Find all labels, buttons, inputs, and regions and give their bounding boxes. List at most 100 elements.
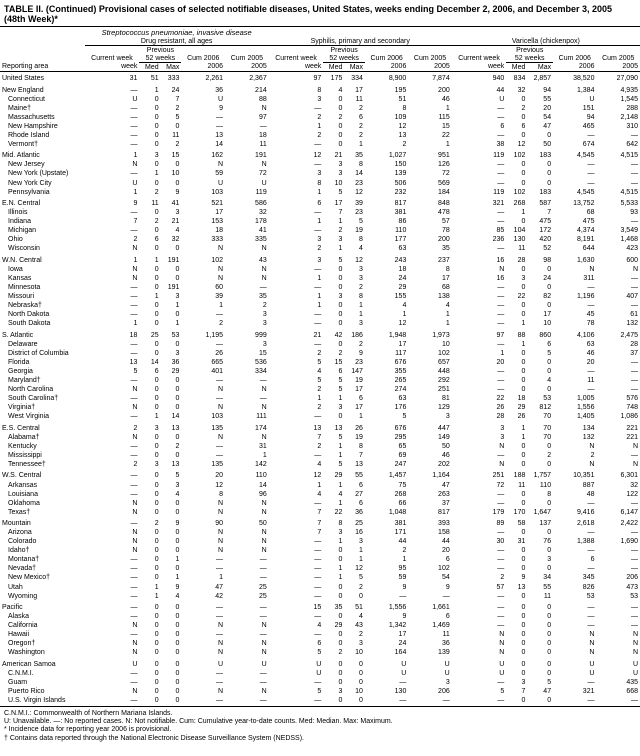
data-cell: 3 bbox=[323, 293, 344, 302]
data-cell: 0 bbox=[161, 386, 182, 395]
data-cell: 0 bbox=[323, 284, 344, 293]
data-cell: 1 bbox=[161, 302, 182, 311]
data-cell: 0 bbox=[344, 592, 365, 601]
data-cell: N bbox=[225, 529, 269, 538]
data-cell: 0 bbox=[161, 122, 182, 131]
data-cell: 665 bbox=[181, 358, 225, 367]
data-cell: 1 bbox=[269, 218, 324, 227]
h8: Max bbox=[344, 63, 365, 72]
data-cell: 5 bbox=[323, 377, 344, 386]
data-cell: N bbox=[553, 265, 596, 274]
data-cell: 1 bbox=[85, 320, 140, 329]
data-cell: 2 bbox=[452, 574, 507, 583]
data-cell: 6 bbox=[527, 340, 553, 349]
data-cell: 66 bbox=[365, 499, 408, 508]
data-cell: 0 bbox=[527, 302, 553, 311]
data-cell: 1 bbox=[139, 583, 160, 592]
h-cw3: Current week bbox=[452, 54, 507, 63]
area-name: Indiana bbox=[0, 218, 85, 227]
data-cell: 4 bbox=[161, 227, 182, 236]
data-cell: 2,422 bbox=[596, 517, 640, 529]
data-cell: — bbox=[596, 697, 640, 706]
data-cell: 6,147 bbox=[596, 508, 640, 517]
data-cell: — bbox=[596, 601, 640, 613]
data-cell: 569 bbox=[408, 179, 451, 188]
h-cum3a: Cum 2006 bbox=[553, 54, 596, 63]
data-cell: 0 bbox=[139, 481, 160, 490]
data-cell: 473 bbox=[596, 583, 640, 592]
data-cell: — bbox=[225, 631, 269, 640]
data-cell: — bbox=[269, 499, 324, 508]
data-cell: 23 bbox=[344, 179, 365, 188]
data-cell: 3 bbox=[408, 679, 451, 688]
data-cell: 0 bbox=[139, 601, 160, 613]
data-cell: 8 bbox=[344, 161, 365, 170]
data-cell: 0 bbox=[139, 302, 160, 311]
data-cell: 76 bbox=[527, 538, 553, 547]
data-cell: — bbox=[596, 302, 640, 311]
data-cell: N bbox=[596, 631, 640, 640]
data-cell: 0 bbox=[139, 556, 160, 565]
data-cell: 1 bbox=[408, 104, 451, 113]
data-cell: U bbox=[408, 658, 451, 670]
data-cell: — bbox=[452, 284, 507, 293]
data-cell: 1 bbox=[506, 422, 527, 434]
data-cell: 3 bbox=[323, 404, 344, 413]
data-cell: 1 bbox=[269, 302, 324, 311]
data-cell: 0 bbox=[139, 340, 160, 349]
data-cell: — bbox=[452, 131, 507, 140]
data-cell: — bbox=[181, 601, 225, 613]
area-name: Pennsylvania bbox=[0, 188, 85, 197]
data-cell: 4 bbox=[527, 377, 553, 386]
data-cell: 1,630 bbox=[553, 254, 596, 266]
area-name: Pacific bbox=[0, 601, 85, 613]
data-cell: 0 bbox=[506, 601, 527, 613]
data-cell: 130 bbox=[365, 688, 408, 697]
data-cell: N bbox=[553, 460, 596, 469]
data-cell: — bbox=[181, 377, 225, 386]
data-cell: 5 bbox=[323, 188, 344, 197]
data-cell: 1,005 bbox=[553, 395, 596, 404]
data-cell: 24 bbox=[365, 274, 408, 283]
data-cell: 335 bbox=[225, 236, 269, 245]
data-cell: 7 bbox=[527, 209, 553, 218]
data-cell: 2 bbox=[269, 404, 324, 413]
data-cell: 6 bbox=[408, 556, 451, 565]
data-cell: 28 bbox=[452, 413, 507, 422]
data-cell: 0 bbox=[139, 688, 160, 697]
data-cell: 63 bbox=[365, 395, 408, 404]
data-cell: 103 bbox=[181, 188, 225, 197]
data-cell: 46 bbox=[408, 451, 451, 460]
area-name: Utah bbox=[0, 583, 85, 592]
data-cell: 102 bbox=[506, 188, 527, 197]
data-cell: U bbox=[85, 658, 140, 670]
data-cell: 14 bbox=[181, 140, 225, 149]
data-cell: 2 bbox=[269, 245, 324, 254]
data-cell: 0 bbox=[527, 131, 553, 140]
data-cell: 0 bbox=[506, 349, 527, 358]
data-cell: 10 bbox=[344, 688, 365, 697]
data-cell: U bbox=[225, 658, 269, 670]
data-cell: 3 bbox=[344, 538, 365, 547]
prev-3: Previous bbox=[506, 46, 553, 55]
data-cell: 0 bbox=[323, 274, 344, 283]
data-cell: 9 bbox=[506, 574, 527, 583]
data-cell: 51 bbox=[344, 601, 365, 613]
data-cell: 0 bbox=[323, 131, 344, 140]
data-cell: 13 bbox=[161, 460, 182, 469]
data-cell: — bbox=[452, 245, 507, 254]
data-cell: N bbox=[181, 529, 225, 538]
data-cell: 8,900 bbox=[365, 72, 408, 84]
data-cell: 35 bbox=[323, 601, 344, 613]
area-name: Wisconsin bbox=[0, 245, 85, 254]
data-cell: 3 bbox=[323, 236, 344, 245]
data-cell: 447 bbox=[408, 422, 451, 434]
data-cell: U bbox=[85, 95, 140, 104]
data-cell: 110 bbox=[225, 469, 269, 481]
data-cell: 263 bbox=[408, 490, 451, 499]
data-cell: — bbox=[596, 622, 640, 631]
data-cell: 232 bbox=[365, 188, 408, 197]
data-cell: 1 bbox=[323, 538, 344, 547]
data-cell: 29 bbox=[161, 367, 182, 376]
data-cell: 1,027 bbox=[365, 149, 408, 161]
